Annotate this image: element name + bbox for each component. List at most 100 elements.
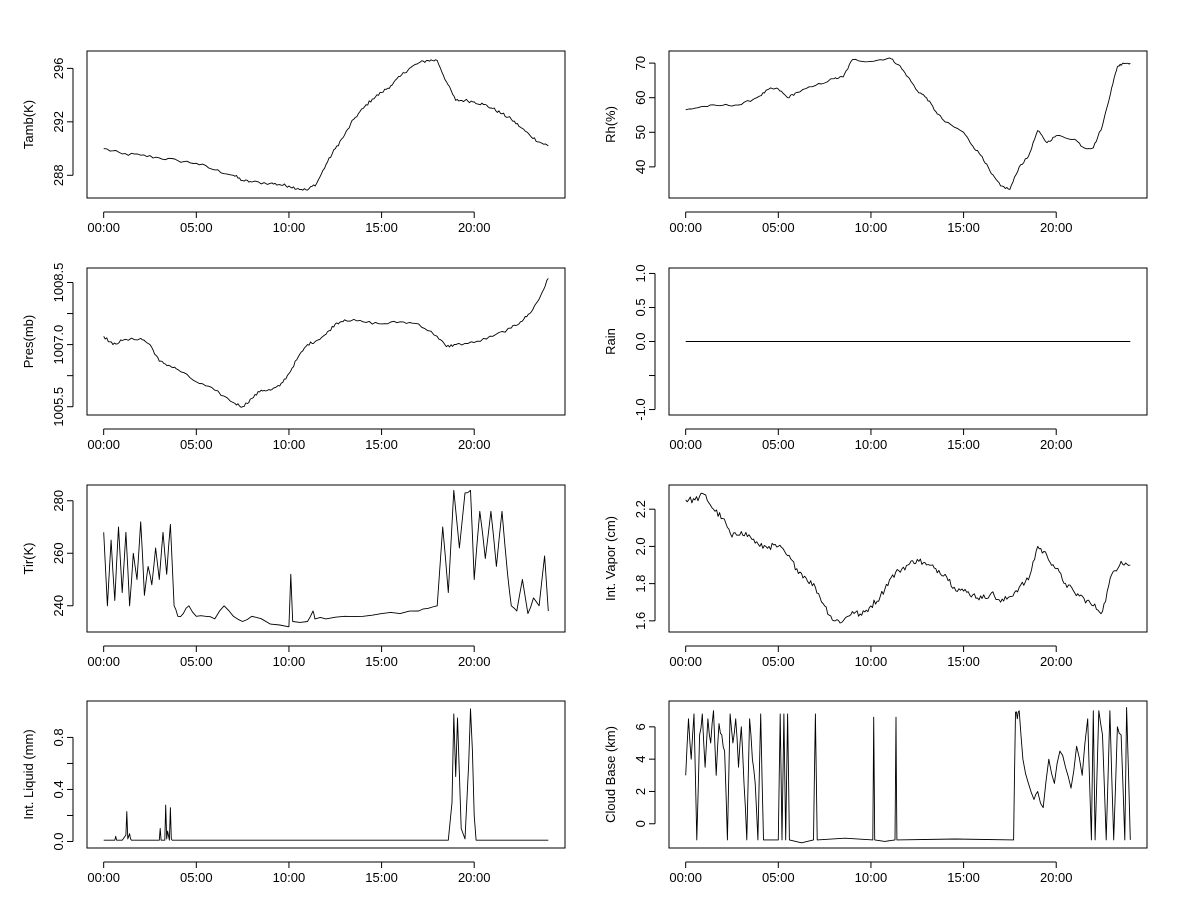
x-tick-label: 00:00 (669, 870, 702, 885)
y-tick-label: 1.6 (633, 612, 648, 630)
data-series-line (685, 492, 1131, 624)
chart-panel-7: 00:00 05:00 10:00 15:00 20:00 0.0 0.4 0.8 Int. L… (21, 700, 566, 885)
y-tick-label: 1007.0 (51, 325, 66, 365)
x-tick-label: 00:00 (87, 220, 120, 235)
x-tick-label: 20:00 (1040, 654, 1073, 669)
x-tick-label: 00:00 (87, 870, 120, 885)
x-tick-label: 15:00 (365, 654, 398, 669)
y-tick-label: 2 (633, 788, 648, 795)
y-tick-label: 296 (51, 58, 66, 80)
y-tick-label: 0.0 (633, 332, 648, 350)
chart-panel-1: 00:00 05:00 10:00 15:00 20:00 288 292 296 Tamb(K… (21, 50, 566, 235)
plot-frame (668, 267, 1148, 416)
y-tick-label: 0.5 (633, 298, 648, 316)
x-tick-label: 15:00 (365, 437, 398, 452)
x-tick-label: 00:00 (87, 437, 120, 452)
plot-frame (668, 50, 1148, 199)
y-tick-label: 40 (633, 160, 648, 174)
y-axis-title: Cloud Base (km) (603, 726, 618, 823)
x-tick-label: 00:00 (669, 437, 702, 452)
y-tick-label: 0.4 (51, 780, 66, 798)
data-series-line (685, 707, 1131, 844)
plot-frame (86, 267, 566, 416)
x-tick-label: 00:00 (87, 654, 120, 669)
y-axis-title: Rain (603, 328, 618, 355)
x-tick-label: 15:00 (365, 870, 398, 885)
x-tick-label: 00:00 (669, 654, 702, 669)
chart-panel-4: 00:00 05:00 10:00 15:00 20:00 -1.0 0.0 0.5 1.0 Ra… (603, 264, 1148, 452)
y-tick-label: 50 (633, 125, 648, 139)
x-tick-label: 20:00 (458, 437, 491, 452)
data-series-line (103, 59, 549, 191)
x-tick-label: 10:00 (855, 220, 888, 235)
x-tick-label: 10:00 (273, 654, 306, 669)
y-axis-title: Rh(%) (603, 106, 618, 143)
plot-frame (86, 50, 566, 199)
x-tick-label: 05:00 (762, 220, 795, 235)
x-tick-label: 10:00 (273, 437, 306, 452)
data-series-line (103, 708, 549, 841)
x-tick-label: 05:00 (180, 220, 213, 235)
y-tick-label: -1.0 (633, 398, 648, 420)
x-tick-label: 20:00 (1040, 220, 1073, 235)
x-tick-label: 05:00 (762, 870, 795, 885)
y-tick-label: 240 (51, 595, 66, 617)
x-tick-label: 15:00 (947, 654, 980, 669)
y-tick-label: 6 (633, 723, 648, 730)
chart-panel-8: 00:00 05:00 10:00 15:00 20:00 0 2 4 6 Cloud Base … (603, 700, 1148, 885)
y-tick-label: 1.8 (633, 575, 648, 593)
chart-panel-5: 00:00 05:00 10:00 15:00 20:00 240 260 280 Tir(K) (21, 484, 566, 669)
y-tick-label: 260 (51, 542, 66, 564)
x-tick-label: 20:00 (1040, 437, 1073, 452)
y-tick-label: 280 (51, 490, 66, 512)
x-tick-label: 10:00 (855, 437, 888, 452)
x-tick-label: 10:00 (855, 654, 888, 669)
y-tick-label: 2.2 (633, 500, 648, 518)
x-tick-label: 15:00 (365, 220, 398, 235)
x-tick-label: 20:00 (458, 654, 491, 669)
x-tick-label: 10:00 (273, 870, 306, 885)
x-tick-label: 20:00 (1040, 870, 1073, 885)
data-series-line (103, 278, 549, 408)
x-tick-label: 20:00 (458, 220, 491, 235)
chart-panel-2: 00:00 05:00 10:00 15:00 20:00 40 50 60 70 Rh(%) (603, 50, 1148, 235)
x-tick-label: 15:00 (947, 870, 980, 885)
y-axis-title: Int. Liquid (mm) (21, 729, 36, 819)
x-tick-label: 10:00 (855, 870, 888, 885)
y-tick-label: 288 (51, 164, 66, 186)
y-tick-label: 292 (51, 111, 66, 133)
chart-panel-3: 00:00 05:00 10:00 15:00 20:00 1005.5 1007.0 100… (21, 263, 566, 452)
x-tick-label: 05:00 (762, 654, 795, 669)
plot-frame (668, 700, 1148, 849)
y-tick-label: 2.0 (633, 537, 648, 555)
x-tick-label: 05:00 (762, 437, 795, 452)
x-tick-label: 05:00 (180, 870, 213, 885)
y-tick-label: 0.8 (51, 728, 66, 746)
y-axis-title: Tir(K) (21, 542, 36, 574)
data-series-line (103, 489, 549, 628)
plot-frame (86, 700, 566, 849)
y-tick-label: 1.0 (633, 264, 648, 282)
plot-frame (86, 484, 566, 633)
plot-frame (668, 484, 1148, 633)
y-axis-title: Int. Vapor (cm) (603, 516, 618, 601)
x-tick-label: 15:00 (947, 220, 980, 235)
y-tick-label: 70 (633, 56, 648, 70)
chart-panel-6: 00:00 05:00 10:00 15:00 20:00 1.6 1.8 2.0 2.2 Int… (603, 484, 1148, 669)
x-tick-label: 05:00 (180, 654, 213, 669)
y-tick-label: 1008.5 (51, 263, 66, 303)
x-tick-label: 20:00 (458, 870, 491, 885)
y-tick-label: 60 (633, 90, 648, 104)
y-tick-label: 4 (633, 756, 648, 763)
y-axis-title: Pres(mb) (21, 315, 36, 368)
y-axis-title: Tamb(K) (21, 100, 36, 149)
x-tick-label: 05:00 (180, 437, 213, 452)
y-tick-label: 0.0 (51, 832, 66, 850)
data-series-line (685, 57, 1131, 190)
y-tick-label: 1005.5 (51, 387, 66, 427)
x-tick-label: 10:00 (273, 220, 306, 235)
x-tick-label: 15:00 (947, 437, 980, 452)
y-tick-label: 0 (633, 820, 648, 827)
x-tick-label: 00:00 (669, 220, 702, 235)
